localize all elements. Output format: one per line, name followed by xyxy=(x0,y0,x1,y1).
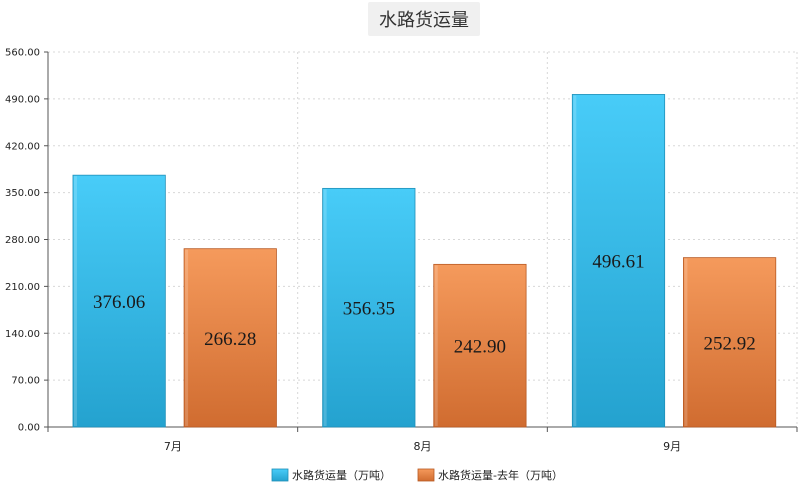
bar-last-year xyxy=(183,248,277,428)
x-tick-label: 7月 xyxy=(164,440,182,453)
data-label: 356.35 xyxy=(343,299,395,320)
chart-title-box: 水路货运量 xyxy=(368,2,480,36)
y-tick-label: 350.00 xyxy=(5,188,40,199)
y-tick-label: 490.00 xyxy=(5,94,40,105)
bar-last-year xyxy=(683,257,777,428)
legend-label: 水路货运量（万吨） xyxy=(292,468,391,482)
y-tick-label: 560.00 xyxy=(5,48,40,59)
bar-highlight xyxy=(573,95,577,426)
data-label: 266.28 xyxy=(204,329,256,350)
y-tick-label: 70.00 xyxy=(11,376,40,387)
bar-highlight xyxy=(323,189,327,426)
x-tick-label: 8月 xyxy=(414,440,432,453)
bar-highlight xyxy=(73,176,77,426)
y-tick-label: 280.00 xyxy=(5,235,40,246)
y-tick-label: 210.00 xyxy=(5,282,40,293)
legend-item: 水路货运量-去年（万吨） xyxy=(417,468,563,482)
bar-highlight xyxy=(434,265,438,426)
bar-current xyxy=(322,187,416,428)
y-tick-label: 420.00 xyxy=(5,141,40,152)
y-tick-label: 140.00 xyxy=(5,329,40,340)
legend-item: 水路货运量（万吨） xyxy=(271,468,391,482)
data-label: 242.90 xyxy=(454,337,506,358)
bar-current xyxy=(72,174,166,428)
legend-swatch xyxy=(271,468,289,482)
data-label: 252.92 xyxy=(703,333,755,354)
bar-last-year xyxy=(433,263,527,428)
legend-label: 水路货运量-去年（万吨） xyxy=(438,468,563,482)
bar-highlight xyxy=(185,249,189,426)
chart-title: 水路货运量 xyxy=(379,10,469,31)
legend-swatch xyxy=(417,468,435,482)
bar-current xyxy=(571,94,666,428)
data-label: 496.61 xyxy=(592,252,644,273)
x-tick-label: 9月 xyxy=(663,440,681,453)
data-label: 376.06 xyxy=(93,292,145,313)
bar-highlight xyxy=(684,258,688,426)
y-tick-label: 0.00 xyxy=(18,423,40,434)
